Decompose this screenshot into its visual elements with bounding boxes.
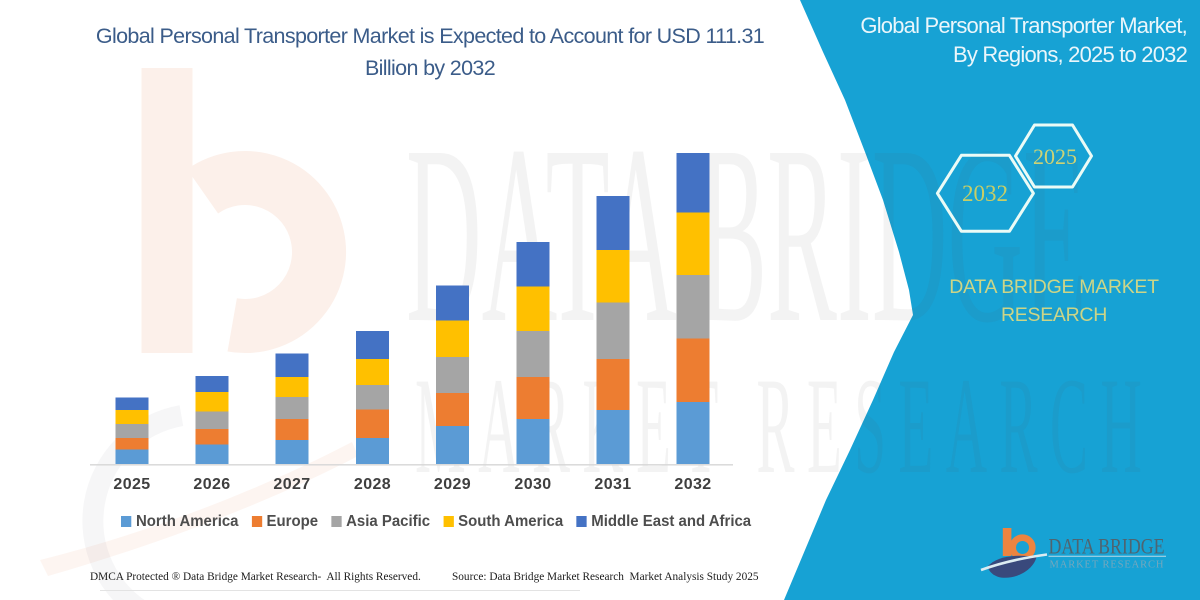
svg-text:MARKET RESEARCH: MARKET RESEARCH <box>1050 560 1164 571</box>
svg-text:DATA BRIDGE: DATA BRIDGE <box>1049 534 1165 559</box>
svg-text:2032: 2032 <box>962 181 1008 206</box>
svg-text:2025: 2025 <box>1033 144 1077 169</box>
svg-text:DATA BRIDGE: DATA BRIDGE <box>406 94 1087 376</box>
